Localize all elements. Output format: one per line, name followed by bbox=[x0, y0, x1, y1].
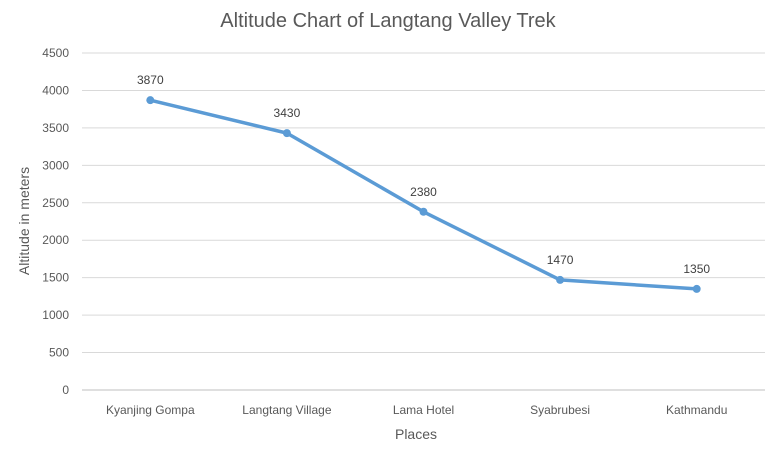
x-tick-label: Lama Hotel bbox=[393, 403, 454, 417]
y-tick-label: 1500 bbox=[42, 271, 69, 285]
x-tick-label: Langtang Village bbox=[242, 403, 332, 417]
x-axis-label: Places bbox=[395, 426, 437, 442]
data-labels: 3870 3430 2380 1470 1350 bbox=[137, 73, 710, 276]
x-tick-label: Kyanjing Gompa bbox=[106, 403, 195, 417]
data-point bbox=[692, 284, 701, 293]
y-tick-label: 1000 bbox=[42, 308, 69, 322]
y-axis-label: Altitude in meters bbox=[16, 167, 32, 275]
data-label: 3430 bbox=[274, 106, 301, 120]
data-point bbox=[556, 275, 565, 284]
y-tick-label: 0 bbox=[62, 383, 69, 397]
x-tick-label: Syabrubesi bbox=[530, 403, 590, 417]
x-axis-ticks: Kyanjing Gompa Langtang Village Lama Hotel… bbox=[106, 403, 727, 417]
series bbox=[146, 96, 701, 293]
y-tick-label: 500 bbox=[49, 346, 69, 360]
y-tick-label: 3000 bbox=[42, 158, 69, 172]
y-tick-label: 2000 bbox=[42, 233, 69, 247]
data-label: 1350 bbox=[683, 262, 710, 276]
data-label: 3870 bbox=[137, 73, 164, 87]
y-axis-ticks: 0 500 1000 1500 2000 2500 3000 3500 4000 4500 bbox=[42, 46, 69, 397]
y-tick-label: 2500 bbox=[42, 196, 69, 210]
data-point bbox=[282, 129, 291, 138]
data-label: 1470 bbox=[547, 253, 574, 267]
y-tick-label: 4000 bbox=[42, 83, 69, 97]
data-label: 2380 bbox=[410, 185, 437, 199]
data-point bbox=[419, 207, 428, 216]
x-tick-label: Kathmandu bbox=[666, 403, 727, 417]
data-point bbox=[146, 96, 155, 105]
y-tick-label: 4500 bbox=[42, 46, 69, 60]
gridlines bbox=[82, 52, 765, 391]
y-tick-label: 3500 bbox=[42, 121, 69, 135]
chart-title: Altitude Chart of Langtang Valley Trek bbox=[220, 10, 556, 32]
